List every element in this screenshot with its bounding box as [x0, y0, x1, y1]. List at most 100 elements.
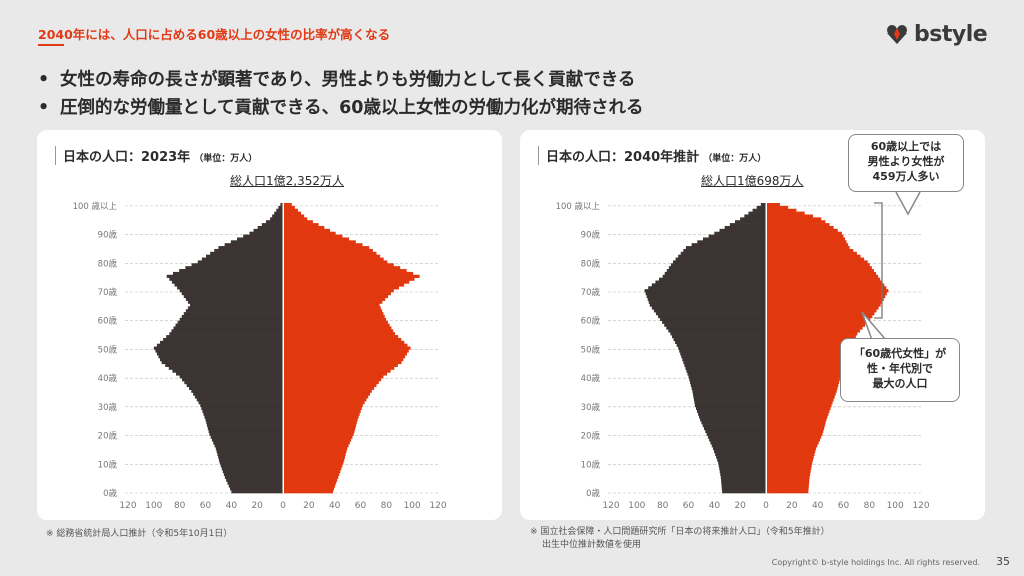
- female-bar: [767, 243, 849, 247]
- female-bar: [284, 312, 384, 316]
- female-bar: [767, 248, 854, 253]
- female-bar: [767, 225, 834, 230]
- female-bar: [767, 438, 820, 442]
- female-bar: [767, 234, 844, 238]
- female-bar: [767, 395, 835, 399]
- male-bar: [217, 452, 283, 456]
- x-tick-label: 0: [763, 501, 769, 511]
- female-bar: [767, 208, 797, 212]
- female-bar: [767, 237, 846, 241]
- x-tick-label: 40: [812, 501, 824, 511]
- female-bar: [284, 424, 357, 428]
- male-bar: [201, 406, 283, 411]
- female-bar: [767, 332, 858, 336]
- female-bar: [284, 452, 346, 456]
- female-bar: [284, 326, 392, 330]
- male-bar: [721, 478, 766, 482]
- male-bar: [646, 294, 766, 299]
- male-bar: [155, 349, 283, 353]
- logo-text: bstyle: [914, 21, 988, 47]
- female-bar: [284, 214, 305, 218]
- male-bar: [756, 205, 766, 210]
- female-bar: [767, 449, 816, 454]
- y-tick-label: 10歳: [581, 459, 601, 470]
- male-bar: [695, 406, 766, 411]
- male-bar: [655, 312, 766, 316]
- male-bar: [651, 283, 766, 287]
- male-bar: [230, 240, 283, 244]
- male-bar: [721, 484, 766, 488]
- brand-logo: bstyle: [884, 20, 988, 48]
- copyright: Copyright© b-style holdings Inc. All rig…: [771, 558, 980, 567]
- female-bar: [767, 203, 780, 207]
- female-bar: [284, 297, 386, 301]
- male-bar: [692, 392, 766, 396]
- female-bar: [284, 260, 388, 264]
- female-bar: [284, 225, 325, 230]
- female-bar: [284, 406, 362, 411]
- female-bar: [284, 490, 334, 494]
- female-bar: [284, 458, 345, 462]
- female-bar: [767, 426, 825, 431]
- female-bar: [284, 320, 388, 324]
- y-tick-label: 60歳: [98, 316, 118, 327]
- male-bar: [682, 358, 766, 362]
- female-bar: [284, 332, 396, 336]
- male-bar: [220, 464, 283, 468]
- male-bar: [176, 372, 283, 376]
- male-bar: [213, 441, 283, 445]
- x-tick-label: 120: [119, 501, 136, 511]
- female-bar: [767, 444, 818, 448]
- male-bar: [179, 269, 283, 273]
- female-bar: [284, 246, 370, 250]
- chart-total: 総人口1億2,352万人: [230, 174, 344, 188]
- y-tick-label: 40歳: [98, 373, 118, 384]
- male-bar: [718, 461, 766, 465]
- female-bar: [284, 363, 398, 367]
- male-bar: [744, 214, 766, 218]
- male-bar: [729, 223, 766, 227]
- female-bar: [767, 254, 861, 258]
- x-tick-label: 40: [226, 501, 238, 511]
- female-bar: [767, 424, 825, 428]
- callout-bottom: 「60歳代女性」が 性・年代別で 最大の人口: [840, 338, 960, 402]
- female-bar: [767, 303, 881, 307]
- y-tick-label: 50歳: [581, 344, 601, 355]
- female-bar: [767, 246, 850, 250]
- x-tick-label: 60: [838, 501, 850, 511]
- male-bar: [206, 421, 283, 425]
- female-bar: [284, 398, 367, 402]
- y-tick-label: 10歳: [98, 459, 118, 470]
- female-bar: [767, 349, 849, 353]
- male-bar: [243, 234, 283, 238]
- female-bar: [767, 383, 839, 388]
- female-bar: [284, 280, 410, 284]
- male-bar: [188, 386, 283, 390]
- heart-logo-icon: [887, 25, 907, 44]
- female-bar: [767, 329, 860, 333]
- male-bar: [166, 335, 283, 339]
- female-bar: [767, 257, 865, 261]
- male-bar: [172, 369, 283, 373]
- x-tick-label: 20: [734, 501, 746, 511]
- female-bar: [284, 438, 352, 442]
- x-tick-label: 40: [709, 501, 721, 511]
- female-bar: [284, 487, 335, 491]
- male-bar: [683, 248, 766, 253]
- male-bar: [678, 346, 766, 350]
- male-bar: [719, 228, 766, 233]
- x-tick-label: 20: [303, 501, 315, 511]
- female-bar: [767, 355, 847, 359]
- female-bar: [767, 286, 887, 290]
- male-bar: [214, 248, 283, 253]
- male-bar: [185, 297, 283, 301]
- female-bar: [284, 317, 387, 322]
- female-bar: [767, 389, 837, 393]
- male-bar: [215, 447, 283, 451]
- male-bar: [664, 271, 766, 276]
- female-bar: [767, 487, 809, 491]
- male-bar: [226, 478, 283, 482]
- x-tick-label: 100: [628, 501, 645, 511]
- male-bar: [172, 271, 283, 276]
- male-bar: [231, 490, 283, 494]
